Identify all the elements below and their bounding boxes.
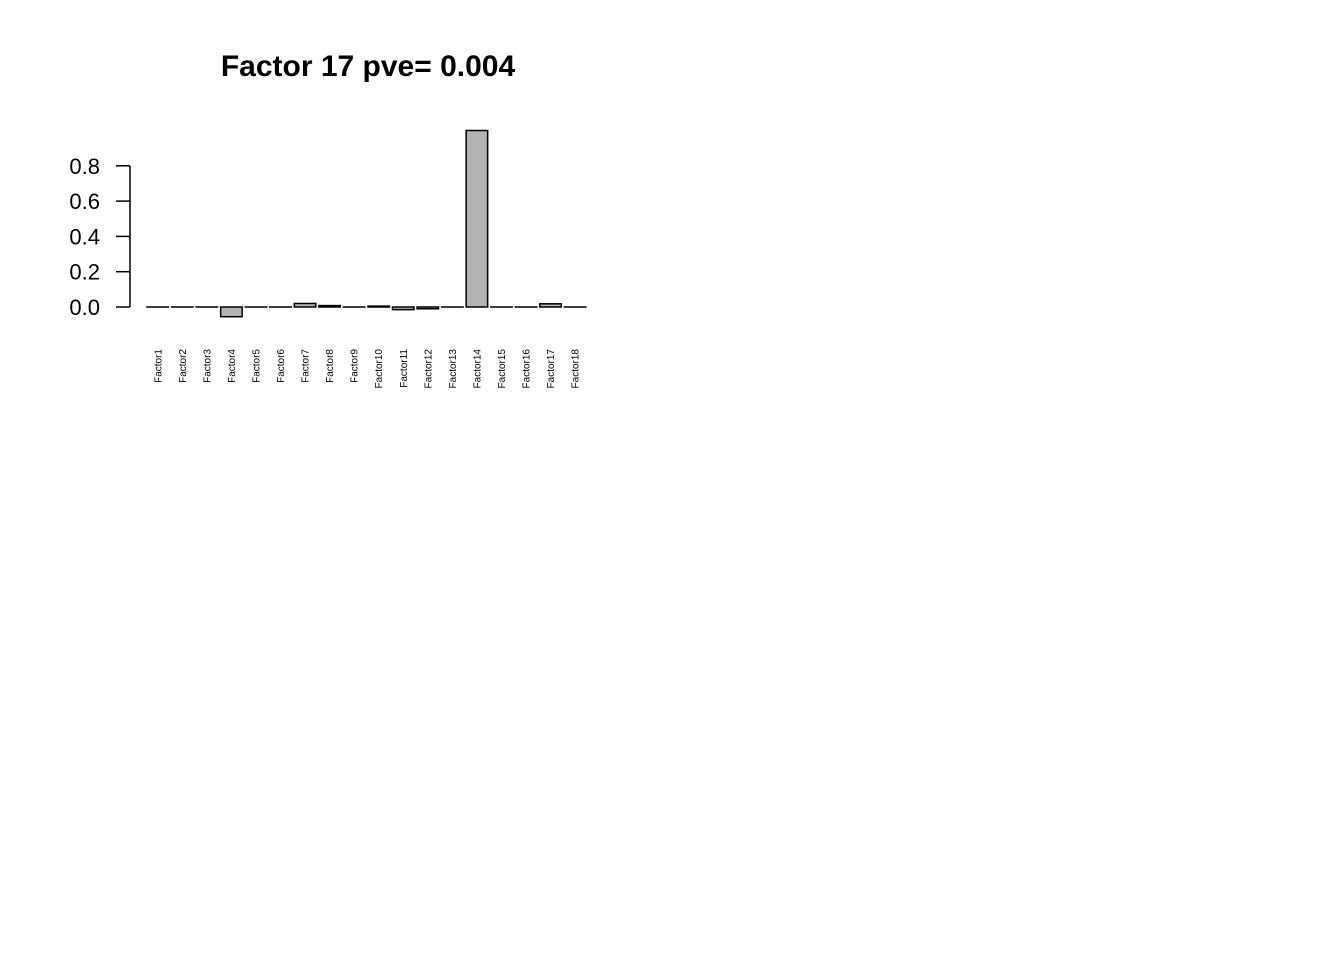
y-tick-label: 0.6: [69, 189, 100, 214]
x-tick-labels: Factor1 Factor2 Factor3 Factor4 Factor5 Facto…: [153, 349, 581, 389]
x-tick-label: Factor6: [276, 349, 287, 383]
x-tick-label: Factor13: [448, 349, 459, 389]
y-axis: 0.0 0.2 0.4 0.6 0.8: [69, 154, 131, 320]
x-tick-label: Factor7: [301, 349, 312, 383]
x-tick-label: Factor8: [325, 349, 336, 383]
x-tick-label: Factor16: [522, 349, 533, 389]
x-tick-label: Factor17: [546, 349, 557, 389]
y-tick-label: 0.8: [69, 154, 100, 179]
x-tick-label: Factor4: [227, 349, 238, 383]
bar-factor10: [367, 305, 391, 308]
x-tick-label: Factor9: [350, 349, 361, 383]
x-tick-label: Factor11: [399, 349, 410, 388]
bar-factor8: [318, 304, 342, 308]
x-tick-label: Factor15: [497, 349, 508, 389]
bar-factor4: [219, 306, 243, 318]
x-tick-label: Factor14: [472, 349, 483, 389]
x-tick-label: Factor12: [423, 349, 434, 389]
bar-factor7: [293, 302, 317, 308]
x-tick-label: Factor10: [374, 349, 385, 389]
y-tick-label: 0.0: [69, 295, 100, 320]
y-tick-label: 0.4: [69, 224, 100, 249]
x-tick-label: Factor18: [571, 349, 582, 389]
bar-factor14: [465, 129, 489, 308]
bar-factor12: [416, 306, 440, 310]
chart-title: Factor 17 pve= 0.004: [221, 50, 516, 83]
bar-factor11: [391, 306, 415, 311]
bar-factor17: [539, 303, 563, 308]
x-tick-label: Factor5: [251, 349, 262, 383]
y-tick-label: 0.2: [69, 260, 100, 285]
bars: [146, 129, 587, 318]
x-tick-label: Factor2: [178, 349, 189, 383]
x-tick-label: Factor1: [153, 349, 164, 383]
x-tick-label: Factor3: [202, 349, 213, 383]
